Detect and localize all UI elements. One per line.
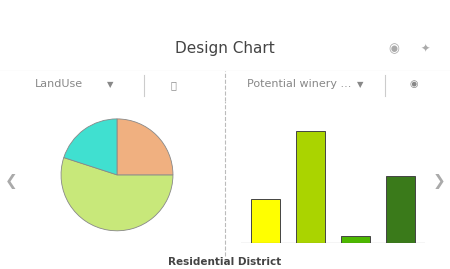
Text: □: □: [412, 9, 423, 22]
Text: ❮: ❮: [5, 174, 18, 189]
Text: ─: ─: [388, 9, 395, 22]
Wedge shape: [117, 119, 173, 175]
Text: ❯: ❯: [432, 174, 445, 189]
Text: ▼: ▼: [247, 11, 253, 20]
Wedge shape: [64, 119, 117, 175]
Bar: [296, 131, 325, 243]
Text: ▼: ▼: [107, 80, 113, 89]
Wedge shape: [61, 158, 173, 231]
Text: LandUse: LandUse: [35, 79, 82, 89]
Text: ◉: ◉: [410, 79, 418, 89]
Text: ◉: ◉: [388, 42, 399, 55]
Text: Dashboard: Dashboard: [183, 8, 267, 23]
Text: Potential winery ...: Potential winery ...: [247, 79, 351, 89]
Text: ✕: ✕: [433, 9, 444, 22]
Text: ▼: ▼: [357, 80, 363, 89]
Text: ⬛: ⬛: [170, 80, 176, 90]
Text: ✦: ✦: [421, 44, 430, 54]
Bar: [251, 199, 280, 243]
Text: Residential District: Residential District: [168, 257, 282, 267]
Text: Design Chart: Design Chart: [175, 41, 275, 56]
Bar: [341, 236, 370, 243]
Text: ≡: ≡: [10, 6, 26, 24]
Bar: [386, 176, 415, 243]
